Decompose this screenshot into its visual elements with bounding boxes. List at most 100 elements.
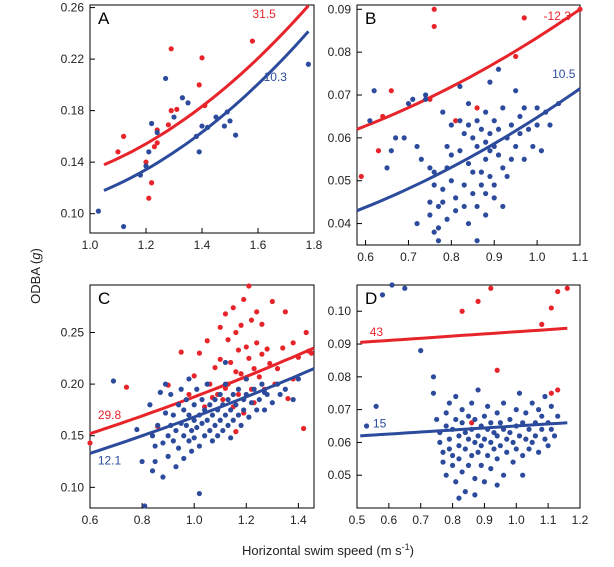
panel-c-blue-point — [173, 464, 179, 470]
panel-b-xtick-label: 0.9 — [486, 250, 503, 264]
panel-b-blue-point — [457, 83, 463, 90]
panel-a-blue-point — [199, 123, 205, 129]
panel-c-red-point — [259, 351, 265, 357]
panel-c-blue-point — [186, 376, 192, 382]
panel-b-blue-point — [487, 148, 493, 154]
panel-d-blue-point — [446, 400, 452, 406]
panel-c-blue-point — [160, 474, 166, 480]
panel-a-blue-point — [163, 75, 169, 82]
panel-b-blue-point — [431, 182, 437, 188]
panel-c-xtick-label: 0.8 — [134, 513, 151, 527]
panel-c-red-point — [196, 350, 202, 356]
panel-d-red-point — [564, 285, 570, 291]
panel-b-blue-point — [474, 143, 480, 150]
panel-c-blue-point — [202, 433, 208, 439]
panel-c-blue-point — [230, 391, 236, 398]
panel-b-blue-point — [431, 169, 437, 175]
panel-d-blue-point — [529, 439, 535, 446]
panel-c-blue-point — [261, 407, 268, 413]
panel-c-red-point — [87, 440, 93, 446]
panel-d-xtick-label: 1.2 — [572, 513, 589, 527]
panel-d-blue-point — [510, 459, 516, 465]
panel-d-blue-point — [456, 433, 462, 439]
panel-d-xtick-label: 0.7 — [412, 513, 429, 527]
panel-c-red-point — [225, 337, 231, 343]
panel-d-blue-point — [494, 433, 500, 439]
panel-c-red-point — [290, 340, 296, 346]
panel-b-blue-point — [453, 195, 459, 201]
panel-c-blue-point — [181, 433, 187, 439]
panel-b-label: B — [365, 9, 376, 28]
panel-c-blue-point — [173, 427, 179, 434]
panel-b-blue-point — [517, 113, 523, 120]
panel-a-ytick-label: 0.22 — [61, 52, 85, 66]
panel-b-blue-point — [483, 190, 489, 197]
panel-c-red-point — [186, 391, 192, 398]
panel-b-blue-point — [465, 220, 472, 227]
panel-a-xtick-label: 1.0 — [82, 238, 99, 252]
panel-c-red-fit-label: 29.8 — [98, 408, 122, 422]
panel-c-red-point — [280, 345, 286, 351]
panel-c-blue-point — [170, 438, 176, 444]
panel-b-blue-point — [483, 109, 489, 115]
panel-b-ytick-label: 0.04 — [328, 217, 352, 231]
panel-c-blue-point — [142, 503, 148, 509]
panel-d-blue-point — [459, 420, 465, 426]
panel-b-red-point — [431, 23, 437, 30]
panel-b-blue-point — [491, 195, 497, 201]
panel-c-blue-point — [168, 391, 174, 398]
panel-b-blue-point — [414, 220, 420, 227]
panel-d-blue-point — [491, 446, 497, 452]
panel-a-red-point — [196, 82, 202, 88]
panel-d-blue-point — [469, 452, 475, 459]
panel-c-blue-point — [196, 490, 202, 497]
panel-a-blue-point — [221, 123, 227, 129]
panel-d-blue-point — [379, 292, 386, 298]
panel-d-red-point — [494, 367, 500, 373]
panel-c-blue-point — [290, 396, 296, 403]
panel-c-blue-point — [230, 417, 236, 423]
panel-b-blue-point — [423, 96, 429, 102]
panel-d-ytick-label: 0.10 — [328, 304, 352, 318]
panel-d-red-point — [548, 305, 554, 311]
panel-d-blue-point — [488, 466, 494, 472]
panel-b-blue-point — [367, 118, 373, 124]
panel-c-red-point — [269, 298, 275, 305]
panel-c-blue-point — [212, 396, 218, 403]
panel-d-blue-point — [523, 410, 529, 416]
panel-c-blue-point — [152, 443, 158, 449]
panel-b-blue-point — [525, 126, 532, 132]
x-axis-title: Horizontal swim speed (m s-1) — [242, 542, 414, 558]
panel-d-blue-point — [555, 413, 561, 419]
panel-b-blue-point — [478, 126, 484, 132]
panel-b-blue-point — [483, 139, 489, 145]
panel-d-red-fit-line — [360, 326, 568, 344]
panel-c-red-point — [285, 395, 291, 402]
panel-c-blue-point — [222, 359, 229, 366]
panel-d-blue-point — [523, 436, 529, 442]
panel-c-blue-point — [225, 396, 231, 403]
panel-d-ytick-label: 0.07 — [328, 403, 352, 417]
panel-b-blue-point — [453, 208, 459, 214]
panel-a-red-point — [149, 180, 155, 186]
panel-b-ytick-label: 0.08 — [328, 45, 352, 59]
panel-d-blue-point — [542, 393, 548, 400]
panel-c-ytick-label: 0.15 — [61, 429, 85, 443]
panel-c-blue-point — [228, 407, 234, 413]
panel-d-red-point — [555, 288, 561, 295]
panel-d-blue-point — [548, 403, 554, 409]
panel-d-blue-point — [520, 472, 526, 478]
panel-d-blue-fit-label: 15 — [373, 417, 387, 431]
panel-d-blue-point — [472, 492, 478, 498]
panel-c-blue-point — [186, 438, 192, 444]
panel-c-blue-point — [175, 402, 182, 408]
panel-c-red-point — [246, 355, 252, 361]
panel-a-blue-point — [179, 95, 185, 101]
panel-d-blue-point — [430, 390, 437, 396]
panel-b-blue-point — [470, 190, 476, 197]
panel-a-red-point — [165, 122, 171, 128]
panel-b-blue-point — [465, 160, 472, 167]
panel-c-red-point — [246, 283, 252, 289]
panel-c-red-point — [248, 317, 255, 323]
panel-b-blue-point — [517, 130, 523, 137]
